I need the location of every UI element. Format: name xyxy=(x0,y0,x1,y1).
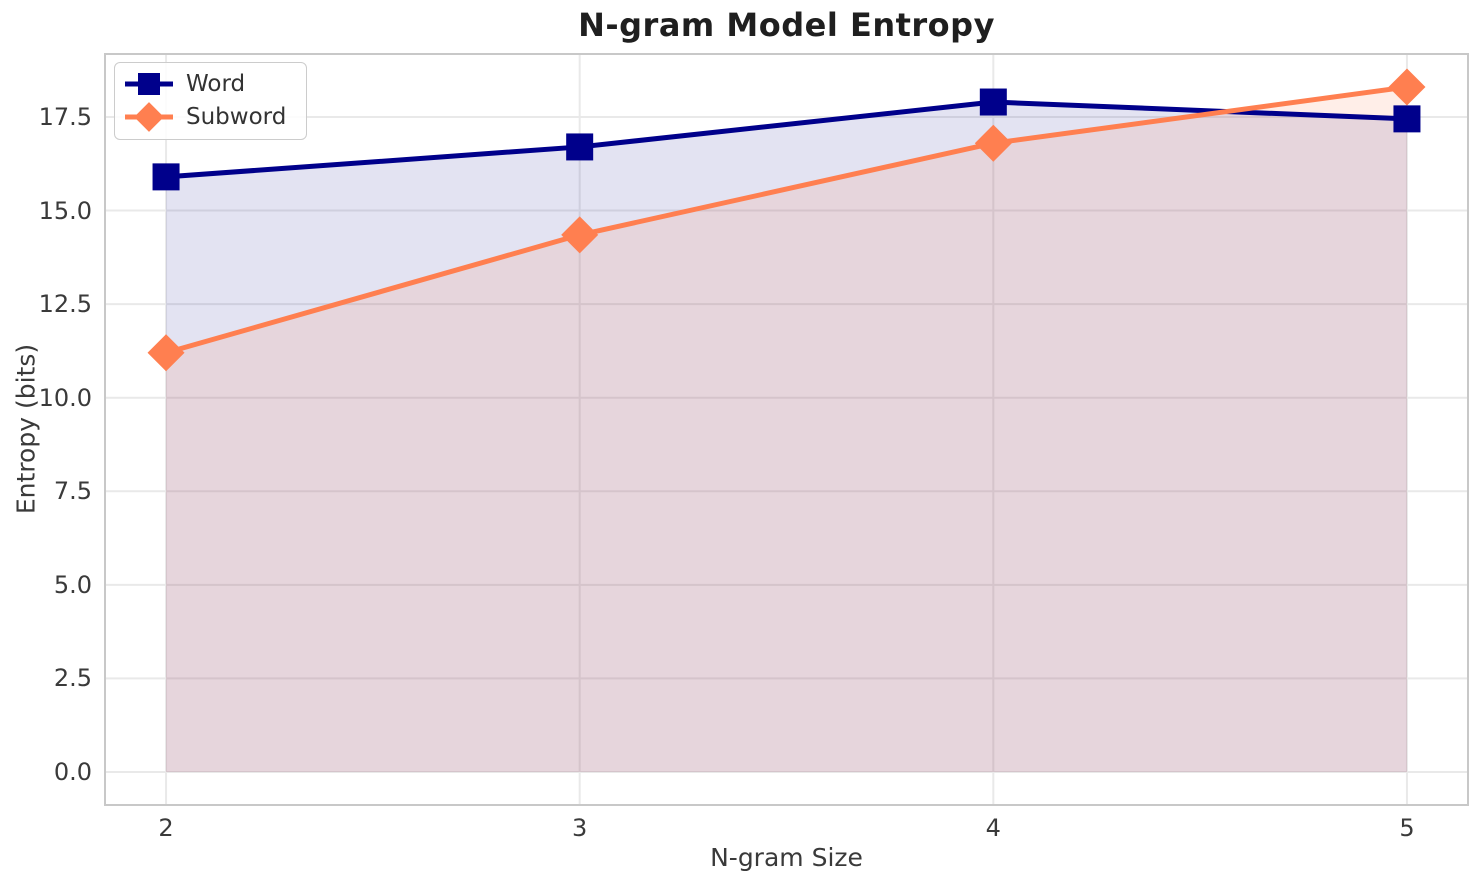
word-square-marker-icon xyxy=(125,68,173,99)
y-tick-label: 10.0 xyxy=(38,383,92,412)
y-tick-label: 5.0 xyxy=(53,570,92,599)
y-tick-label: 15.0 xyxy=(38,196,92,225)
legend-item-subword: Subword xyxy=(125,101,286,132)
x-axis-label: N-gram Size xyxy=(710,843,863,872)
plot-area: Word Subword xyxy=(104,53,1469,806)
y-tick-label: 0.0 xyxy=(53,757,92,786)
x-tick-label: 3 xyxy=(572,814,588,842)
legend-label-word: Word xyxy=(186,70,246,97)
y-tick-label: 12.5 xyxy=(38,290,92,319)
y-tick-label: 7.5 xyxy=(53,477,92,506)
legend-item-word: Word xyxy=(125,68,286,99)
legend-label-subword: Subword xyxy=(186,103,287,130)
y-tick-label: 2.5 xyxy=(53,664,92,693)
x-tick-label: 2 xyxy=(158,814,174,842)
chart-title: N-gram Model Entropy xyxy=(578,6,995,44)
legend: Word Subword xyxy=(114,62,308,140)
subword-diamond-marker-icon xyxy=(125,101,173,132)
x-tick-label: 4 xyxy=(985,814,1001,842)
x-tick-label: 5 xyxy=(1399,814,1415,842)
plot-canvas xyxy=(104,53,1469,806)
y-tick-label: 17.5 xyxy=(38,102,92,131)
